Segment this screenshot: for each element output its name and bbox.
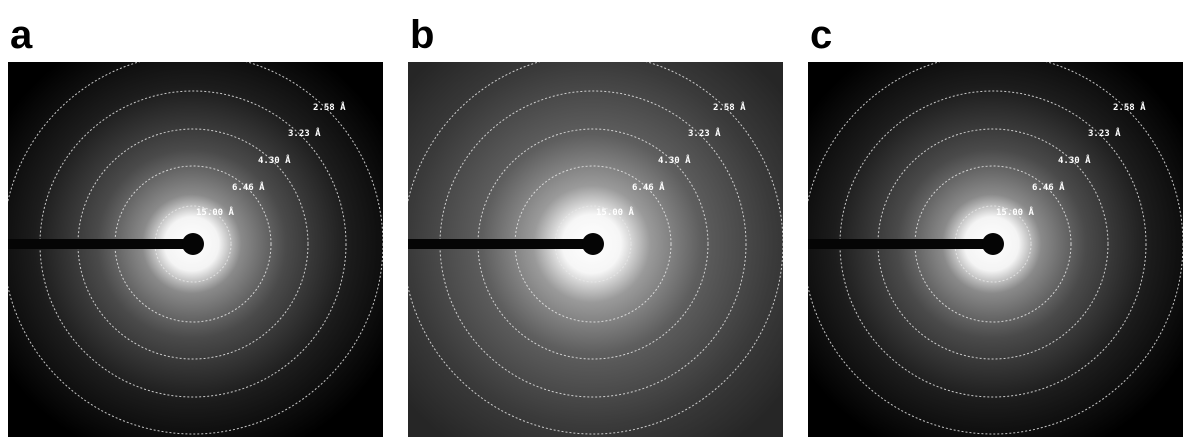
beam-stop-tip [182, 233, 204, 255]
ring-label: 4.30 Å [258, 155, 291, 166]
beam-stop-tip [982, 233, 1004, 255]
ring-label: 4.30 Å [1058, 155, 1091, 166]
diffraction-pattern: 2.58 Å 3.23 Å 4.30 Å 6.46 Å 15.00 Å [808, 62, 1183, 437]
beam-stop [8, 239, 193, 249]
ring-label: 15.00 Å [596, 207, 635, 218]
ring-label: 6.46 Å [1032, 182, 1065, 193]
beam-stop-tip [582, 233, 604, 255]
ring-label: 2.58 Å [713, 102, 746, 113]
panel-label: b [410, 13, 434, 57]
ring-label: 6.46 Å [632, 182, 665, 193]
ring-label: 4.30 Å [658, 155, 691, 166]
ring-label: 15.00 Å [996, 207, 1035, 218]
pattern-content: 2.58 Å 3.23 Å 4.30 Å 6.46 Å 15.00 Å [8, 62, 383, 437]
ring-label: 15.00 Å [196, 207, 235, 218]
ring-label: 3.23 Å [288, 128, 321, 139]
pattern-content: 2.58 Å 3.23 Å 4.30 Å 6.46 Å 15.00 Å [408, 62, 783, 437]
diffraction-pattern: 2.58 Å 3.23 Å 4.30 Å 6.46 Å 15.00 Å [8, 62, 383, 437]
ring [154, 205, 232, 283]
diffraction-pattern: 2.58 Å 3.23 Å 4.30 Å 6.46 Å 15.00 Å [408, 62, 783, 437]
panel-label: a [10, 13, 33, 57]
ring [554, 205, 632, 283]
ring-label: 6.46 Å [232, 182, 265, 193]
beam-stop [408, 239, 593, 249]
pattern-content: 2.58 Å 3.23 Å 4.30 Å 6.46 Å 15.00 Å [808, 62, 1183, 437]
panel-label: c [810, 13, 832, 57]
ring-label: 2.58 Å [1113, 102, 1146, 113]
ring [954, 205, 1032, 283]
beam-stop [808, 239, 993, 249]
ring-label: 3.23 Å [1088, 128, 1121, 139]
ring-label: 3.23 Å [688, 128, 721, 139]
ring-label: 2.58 Å [313, 102, 346, 113]
